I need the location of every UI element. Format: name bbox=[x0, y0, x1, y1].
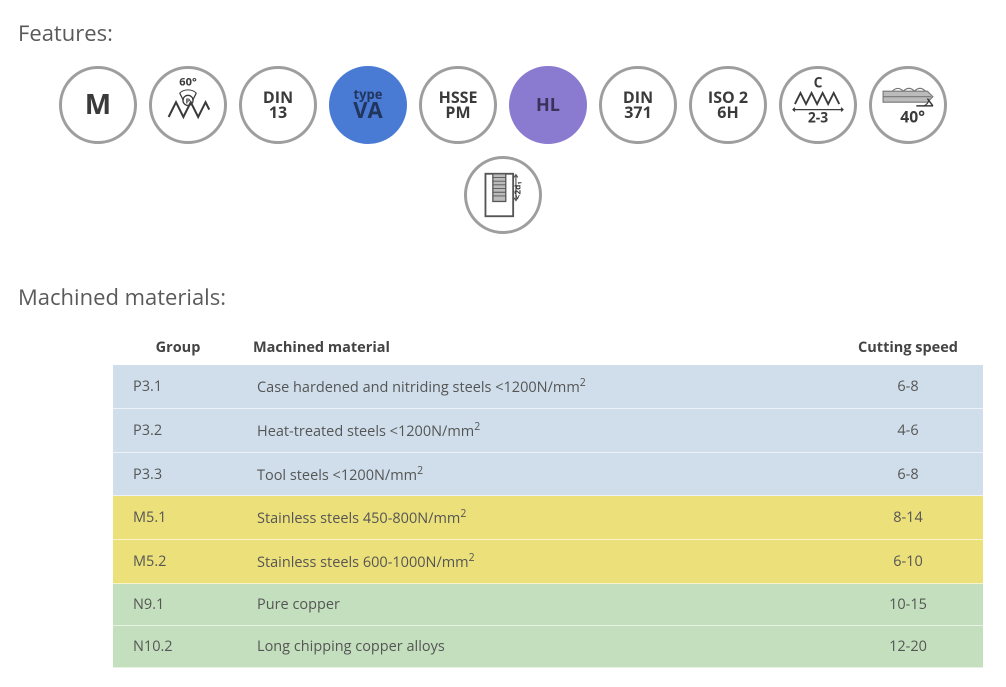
cell-material: Tool steels <1200N/mm2 bbox=[243, 452, 833, 496]
badge-thread60: 60° P bbox=[149, 66, 227, 144]
badge-chamfer-icon: C 2-3 bbox=[782, 69, 854, 141]
badge-spiral40: 40° bbox=[869, 66, 947, 144]
badge-din13: DIN13 bbox=[239, 66, 317, 144]
cell-speed: 6-8 bbox=[833, 452, 983, 496]
cell-speed: 10-15 bbox=[833, 584, 983, 626]
cell-speed: 6-10 bbox=[833, 540, 983, 584]
badge-typeva-line2: VA bbox=[353, 99, 382, 122]
cell-material: Case hardened and nitriding steels <1200… bbox=[243, 365, 833, 408]
table-row: P3.1Case hardened and nitriding steels <… bbox=[113, 365, 983, 408]
badge-m-line1: M bbox=[85, 90, 111, 119]
feature-badge-row: M 60° P DIN13typeVAHSSEPM HL DIN371ISO 26H… bbox=[18, 66, 988, 234]
table-row: N9.1Pure copper10-15 bbox=[113, 584, 983, 626]
svg-text:<2d₁: <2d₁ bbox=[513, 181, 524, 199]
table-header-row: Group Machined material Cutting speed bbox=[113, 330, 983, 365]
badge-iso2-line2: 6H bbox=[717, 104, 738, 121]
cell-material: Long chipping copper alloys bbox=[243, 626, 833, 668]
badge-hl-line1: HL bbox=[536, 96, 560, 115]
cell-group: P3.1 bbox=[113, 365, 243, 408]
svg-text:2-3: 2-3 bbox=[808, 109, 828, 128]
cell-group: M5.2 bbox=[113, 540, 243, 584]
svg-text:C: C bbox=[814, 73, 823, 92]
badge-din371-line2: 371 bbox=[624, 104, 651, 121]
cell-material: Pure copper bbox=[243, 584, 833, 626]
badge-din371: DIN371 bbox=[599, 66, 677, 144]
cell-material: Stainless steels 450-800N/mm2 bbox=[243, 496, 833, 540]
cell-group: N10.2 bbox=[113, 626, 243, 668]
cell-speed: 6-8 bbox=[833, 365, 983, 408]
table-row: P3.3Tool steels <1200N/mm26-8 bbox=[113, 452, 983, 496]
badge-chamfer: C 2-3 bbox=[779, 66, 857, 144]
svg-text:40°: 40° bbox=[900, 106, 925, 128]
badge-hssepm: HSSEPM bbox=[419, 66, 497, 144]
svg-text:60°: 60° bbox=[179, 75, 197, 90]
cell-group: P3.3 bbox=[113, 452, 243, 496]
col-speed: Cutting speed bbox=[833, 330, 983, 365]
cell-group: P3.2 bbox=[113, 408, 243, 452]
cell-speed: 12-20 bbox=[833, 626, 983, 668]
cell-group: M5.1 bbox=[113, 496, 243, 540]
cell-speed: 8-14 bbox=[833, 496, 983, 540]
materials-heading: Machined materials: bbox=[18, 282, 988, 312]
features-heading: Features: bbox=[18, 18, 988, 48]
table-row: N10.2Long chipping copper alloys12-20 bbox=[113, 626, 983, 668]
materials-table: Group Machined material Cutting speed P3… bbox=[113, 330, 983, 668]
table-row: M5.2Stainless steels 600-1000N/mm26-10 bbox=[113, 540, 983, 584]
svg-text:P: P bbox=[186, 97, 191, 107]
col-material: Machined material bbox=[243, 330, 833, 365]
cell-material: Stainless steels 600-1000N/mm2 bbox=[243, 540, 833, 584]
cell-material: Heat-treated steels <1200N/mm2 bbox=[243, 408, 833, 452]
badge-hssepm-line2: PM bbox=[445, 104, 470, 121]
cell-speed: 4-6 bbox=[833, 408, 983, 452]
badge-iso2: ISO 26H bbox=[689, 66, 767, 144]
badge-thread60-icon: 60° P bbox=[152, 69, 224, 141]
badge-hole: <2d₁ bbox=[464, 156, 542, 234]
badge-hl: HL bbox=[509, 66, 587, 144]
badge-hole-icon: <2d₁ bbox=[467, 159, 539, 231]
badge-typeva: typeVA bbox=[329, 66, 407, 144]
cell-group: N9.1 bbox=[113, 584, 243, 626]
badge-spiral40-icon: 40° bbox=[872, 69, 944, 141]
table-row: M5.1Stainless steels 450-800N/mm28-14 bbox=[113, 496, 983, 540]
badge-din13-line2: 13 bbox=[269, 104, 287, 121]
table-row: P3.2Heat-treated steels <1200N/mm24-6 bbox=[113, 408, 983, 452]
badge-m: M bbox=[59, 66, 137, 144]
col-group: Group bbox=[113, 330, 243, 365]
